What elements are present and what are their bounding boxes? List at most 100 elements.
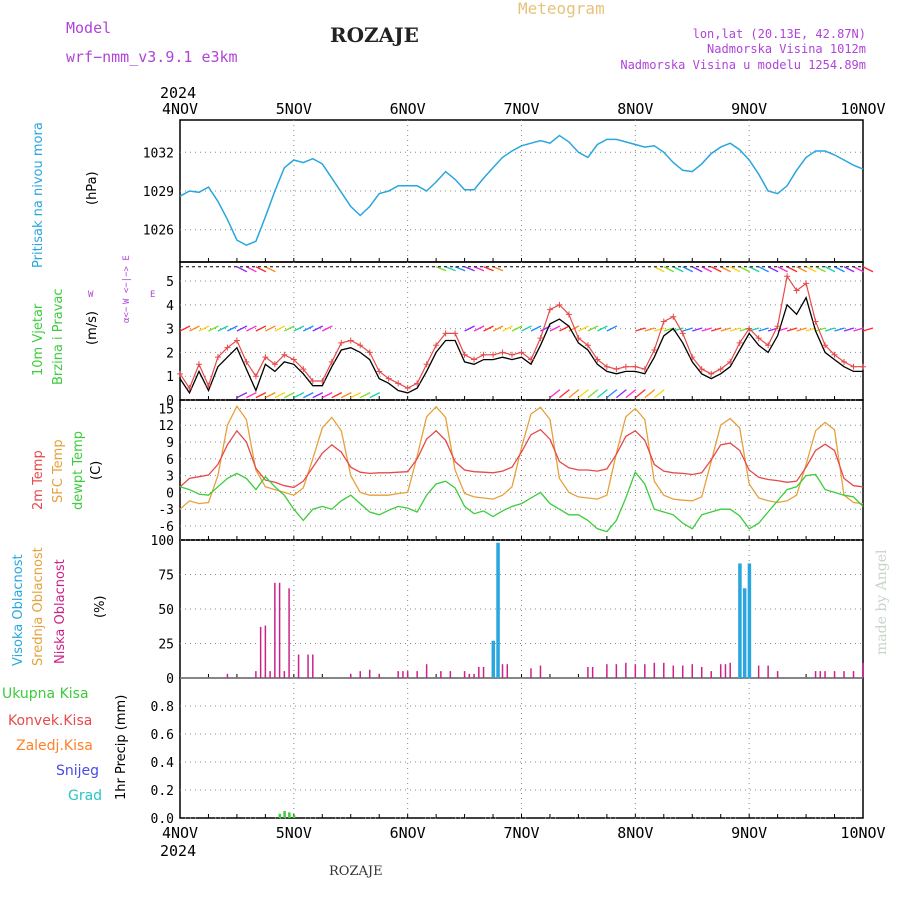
wind-arrow (843, 266, 855, 273)
pressure-label: Pritisak na nivou mora (31, 122, 46, 268)
wind-max-marker (404, 385, 411, 392)
wind-max-marker (831, 351, 838, 358)
wind-max-marker (546, 306, 553, 313)
cloud-high-bar (496, 542, 500, 678)
wind-max-marker (214, 354, 221, 361)
wind-max-marker (755, 335, 762, 342)
td-label: dewpt Temp (71, 431, 86, 510)
y-tick-label-temp: 12 (158, 419, 174, 434)
wind-max-marker (822, 342, 829, 349)
wind-arrow (834, 327, 845, 332)
wind-arrow (862, 327, 874, 332)
wind-speed-line (179, 296, 863, 395)
wind-arrow (559, 389, 570, 399)
wind-max-marker (622, 363, 629, 370)
wind-arrow (284, 392, 295, 399)
wind-max-marker (300, 366, 307, 373)
cloud-high-bar (747, 563, 752, 678)
wind-arrow (597, 325, 608, 332)
wind-arrow (454, 266, 466, 272)
time-label-bottom: 5NOV (276, 824, 312, 842)
wind-max-marker (765, 342, 772, 349)
wind-max-marker (414, 380, 421, 387)
wind-max-marker (328, 358, 335, 365)
y-tick-label-precip: 0.2 (151, 784, 174, 799)
wind-arrow (824, 266, 836, 273)
wind-arrow (483, 266, 494, 272)
wind-max-marker (537, 335, 544, 342)
footer-location: ROZAJE (329, 864, 383, 879)
wind-arrow (246, 266, 257, 273)
cloud-high-bar (738, 563, 742, 678)
year-bottom: 2024 (160, 842, 196, 860)
wind-max-marker (376, 368, 383, 375)
wind-arrow (511, 325, 523, 332)
model-label: Model (66, 19, 111, 37)
wind-max-marker (565, 311, 572, 318)
y-tick-label-temp: 6 (166, 453, 174, 468)
wind-max-marker (252, 373, 259, 380)
y-tick-label-wind: 0 (166, 394, 174, 409)
wind-arrow (303, 325, 314, 332)
wind-arrow (767, 266, 779, 273)
wind-arrow (208, 325, 219, 332)
wind-arrow (634, 389, 646, 399)
precip-total-label: Ukupna Kisa (2, 686, 89, 702)
wind-max-marker (727, 358, 734, 365)
wind-compass-e: E (150, 290, 155, 300)
wind-arrow (596, 389, 608, 399)
wind-max-marker (338, 339, 345, 346)
y-tick-label-cloud: 0 (166, 672, 174, 687)
precip-graupel-label: Grad (68, 788, 102, 804)
wind-max-marker (471, 356, 478, 363)
wind-max-marker (850, 363, 857, 370)
cloud-unit: (%) (93, 596, 108, 619)
wind-max-marker (594, 356, 601, 363)
time-label-top: 9NOV (731, 100, 767, 118)
time-label-bottom: 9NOV (731, 824, 767, 842)
wind-max-marker (442, 330, 449, 337)
wind-arrow (692, 327, 703, 332)
temp-unit: (C) (89, 461, 104, 480)
time-label-top: 6NOV (390, 100, 426, 118)
y-tick-label-wind: 2 (166, 346, 174, 361)
wind-max-marker (385, 375, 392, 382)
wind-arrow (293, 392, 305, 399)
cloud-high-bar (742, 588, 747, 678)
wind-max-marker (309, 377, 316, 384)
wind-arrow (653, 389, 665, 399)
wind-arrow (796, 327, 807, 332)
wind-arrow (312, 325, 324, 332)
wind-max-marker (660, 318, 667, 325)
y-tick-label-wind: 1 (166, 370, 174, 385)
wind-max-marker (812, 318, 819, 325)
wind-max-marker (233, 337, 240, 344)
y-tick-label-wind: 3 (166, 323, 174, 338)
wind-arrow (255, 325, 267, 332)
wind-arrow (464, 266, 475, 272)
t2m-line (179, 428, 864, 489)
y-tick-label-temp: -3 (158, 503, 174, 518)
wind-arrow (227, 325, 238, 332)
wind-arrow (293, 325, 305, 332)
wind-arrow (720, 327, 731, 332)
y-tick-label-pressure: 1029 (143, 185, 174, 200)
wind-arrow (322, 325, 333, 332)
wind-max-marker (698, 366, 705, 373)
wind-arrow (369, 392, 381, 399)
wind-arrow (730, 327, 741, 332)
t2m-label: 2m Temp (31, 450, 46, 510)
wind-max-marker (584, 342, 591, 349)
wind-max-marker (461, 351, 468, 358)
y-tick-label-temp: 15 (158, 402, 174, 417)
wind-arrow (786, 327, 798, 332)
model-altitude: Nadmorska Visina u modelu 1254.89m (620, 58, 866, 72)
cloud-high-bar (491, 640, 496, 678)
wind-arrow (445, 266, 456, 272)
wind-arrow (559, 325, 570, 332)
time-label-top: 10NOV (840, 100, 885, 118)
wind-compass-angle: α<− (122, 306, 132, 323)
wind-max-marker (480, 351, 487, 358)
wind-max-marker (224, 344, 231, 351)
